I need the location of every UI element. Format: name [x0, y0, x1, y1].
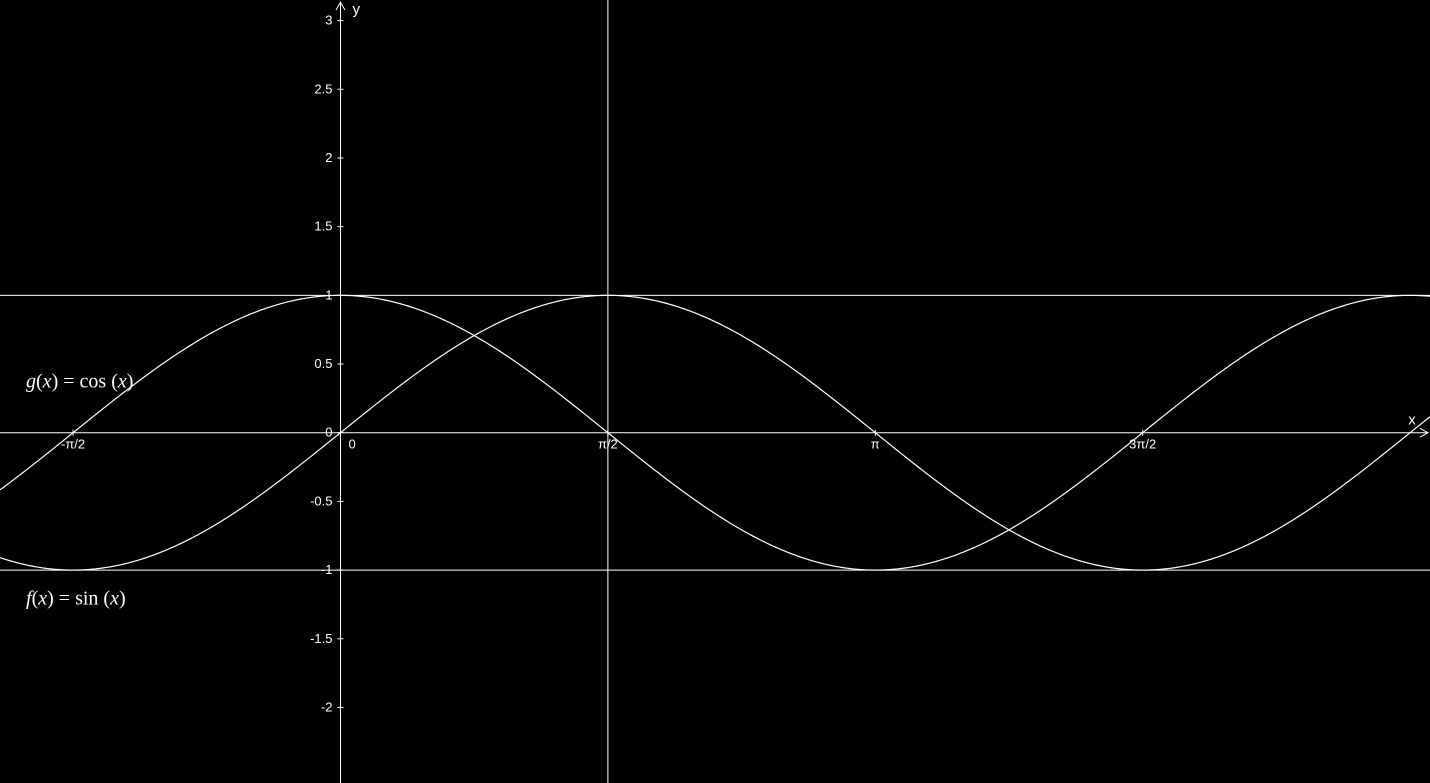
y-tick-label: -1 — [321, 562, 333, 577]
y-axis-label: y — [352, 1, 360, 18]
x-tick-label: 3π/2 — [1129, 437, 1156, 452]
trig-plot: x-π/20π/2π3π/2y-2-1.5-1-0.500.511.522.53… — [0, 0, 1430, 783]
y-tick-label: 1.5 — [314, 219, 332, 234]
y-tick-label: -0.5 — [310, 493, 332, 508]
y-tick-label: 2.5 — [314, 81, 332, 96]
x-tick-label: π — [871, 437, 880, 452]
y-tick-label: 0.5 — [314, 356, 332, 371]
x-tick-label: 0 — [348, 437, 355, 452]
label-f-sin: f(x) = sin (x) — [26, 587, 126, 609]
label-g-cos: g(x) = cos (x) — [26, 370, 133, 392]
y-tick-label: -2 — [321, 699, 333, 714]
y-tick-label: 2 — [325, 150, 332, 165]
y-tick-label: 3 — [325, 13, 332, 28]
x-axis-label: x — [1408, 412, 1416, 429]
y-tick-label: 0 — [325, 425, 332, 440]
y-tick-label: -1.5 — [310, 631, 332, 646]
y-tick-label: 1 — [325, 287, 332, 302]
